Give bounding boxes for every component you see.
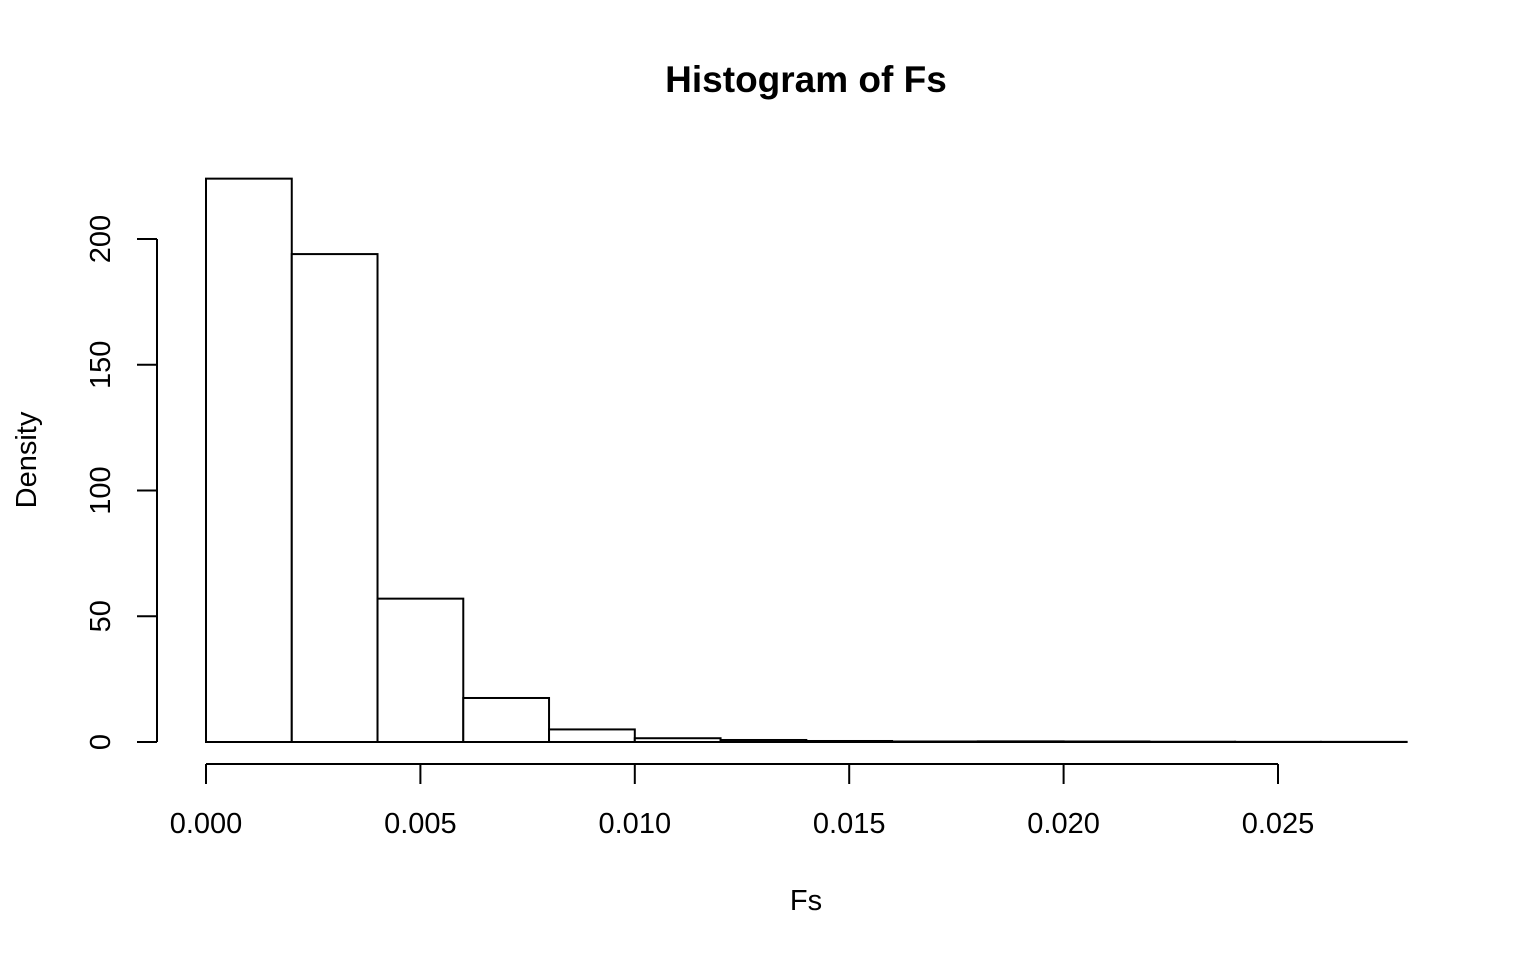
x-tick-label: 0.000 <box>170 808 243 840</box>
y-tick-label: 200 <box>85 215 117 263</box>
y-tick-label: 50 <box>85 600 117 632</box>
chart-title: Histogram of Fs <box>665 59 947 100</box>
histogram-bar-6 <box>633 737 722 743</box>
x-axis-label: Fs <box>790 885 822 917</box>
y-tick-label: 100 <box>85 466 117 514</box>
x-tick-label: 0.015 <box>813 808 886 840</box>
x-tick-label: 0.025 <box>1242 808 1315 840</box>
histogram-bar-11 <box>1062 740 1151 744</box>
histogram-bar-3 <box>376 597 465 744</box>
y-axis-label: Density <box>11 411 43 508</box>
x-tick-label: 0.005 <box>384 808 457 840</box>
x-tick-label: 0.010 <box>599 808 672 840</box>
x-axis: 0.000 0.005 0.010 0.015 0.020 0.025 <box>170 763 1315 840</box>
histogram-bar-7 <box>719 738 808 743</box>
y-tick-label: 150 <box>85 341 117 389</box>
histogram-bar-9 <box>891 740 979 744</box>
x-tick-label: 0.020 <box>1027 808 1100 840</box>
histogram-bar-1 <box>205 177 293 743</box>
histogram-bar-5 <box>548 728 636 743</box>
y-axis: 0 50 100 150 200 <box>85 215 158 750</box>
histogram-bar-2 <box>290 253 379 743</box>
histogram-bar-10 <box>976 740 1065 744</box>
y-tick-label: 0 <box>85 734 117 750</box>
histogram-bar-4 <box>462 696 551 743</box>
histogram-bar-8 <box>805 739 894 744</box>
bars-group <box>205 177 1408 744</box>
